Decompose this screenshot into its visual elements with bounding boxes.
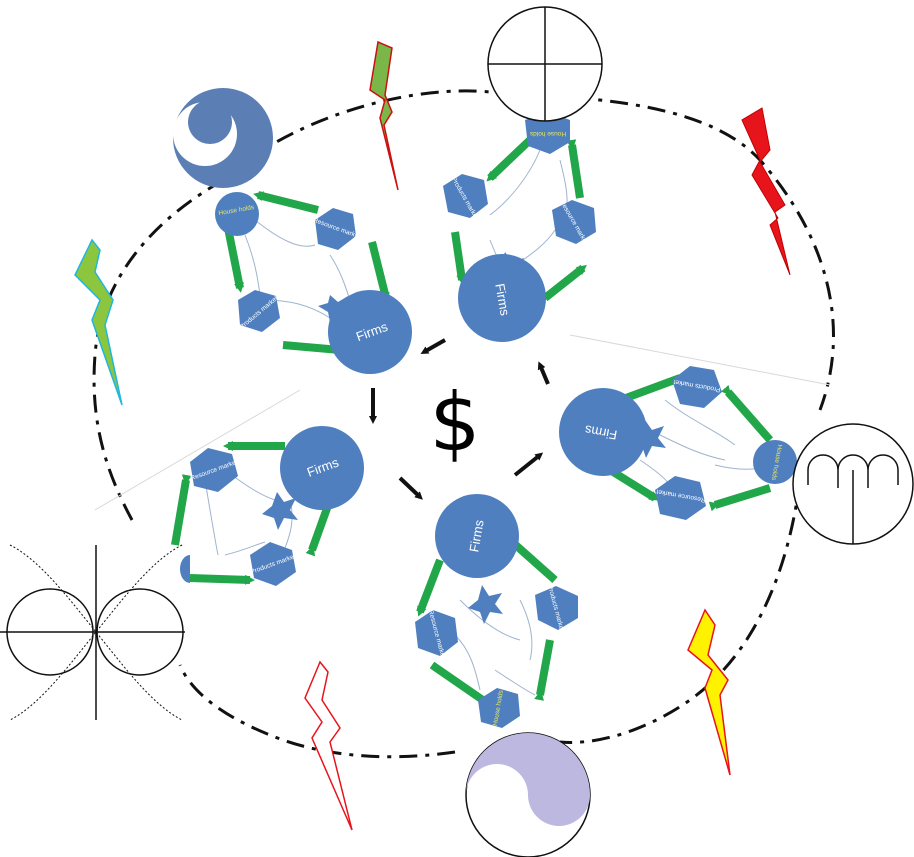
households-label: House holds bbox=[529, 130, 566, 137]
firms-node bbox=[559, 388, 647, 476]
red-bolt bbox=[741, 107, 791, 276]
firms-label: Firms bbox=[583, 422, 618, 443]
quartered-circle-symbol bbox=[487, 6, 603, 122]
arches-circle-symbol bbox=[792, 423, 914, 545]
firms-label: Firms bbox=[492, 282, 513, 317]
resource-market-node bbox=[552, 200, 596, 244]
households-node bbox=[753, 440, 797, 484]
households-node bbox=[525, 112, 570, 154]
crescent-circle-symbol bbox=[173, 88, 273, 188]
firms-node bbox=[328, 290, 412, 374]
cycle-right: Products market Resource market House ho… bbox=[559, 366, 797, 520]
households-node bbox=[478, 688, 520, 728]
firms-node bbox=[458, 254, 546, 342]
outline-bolt bbox=[304, 660, 353, 831]
resource-market-node bbox=[415, 610, 458, 656]
products-market-node bbox=[238, 290, 280, 332]
firms-label: Firms bbox=[466, 518, 487, 553]
star-node bbox=[262, 492, 298, 530]
products-market-node bbox=[443, 174, 488, 218]
cycle-bottom: Resource market Products market Firms Ho… bbox=[415, 494, 578, 728]
resource-market-node bbox=[190, 448, 238, 492]
separator-line bbox=[569, 334, 831, 386]
yellow-bolt bbox=[687, 608, 731, 776]
inner-arrows bbox=[369, 338, 550, 500]
firms-node bbox=[280, 426, 364, 510]
cycle-top-left: House holds Resource market Products mar… bbox=[215, 191, 412, 374]
blue-green-bolt bbox=[74, 238, 123, 406]
green-bolt bbox=[369, 40, 399, 191]
separator-line bbox=[94, 389, 301, 511]
households-node bbox=[215, 192, 259, 236]
firms-node bbox=[435, 494, 519, 578]
cycle-left: Resource market Products market Firms bbox=[171, 426, 364, 586]
resource-market-node bbox=[655, 476, 706, 520]
products-market-node bbox=[535, 586, 578, 630]
resource-market-node bbox=[315, 208, 356, 250]
star-node bbox=[630, 420, 666, 458]
households-node bbox=[180, 555, 190, 583]
cycle-top-right: House holds Products market Resource mar… bbox=[443, 112, 596, 342]
products-market-node bbox=[250, 542, 296, 586]
star-node bbox=[468, 585, 503, 624]
yin-yang-symbol bbox=[465, 732, 591, 857]
double-circle-symbol bbox=[0, 544, 185, 721]
dollar-symbol: $ bbox=[430, 376, 481, 469]
products-market-node bbox=[672, 366, 722, 408]
